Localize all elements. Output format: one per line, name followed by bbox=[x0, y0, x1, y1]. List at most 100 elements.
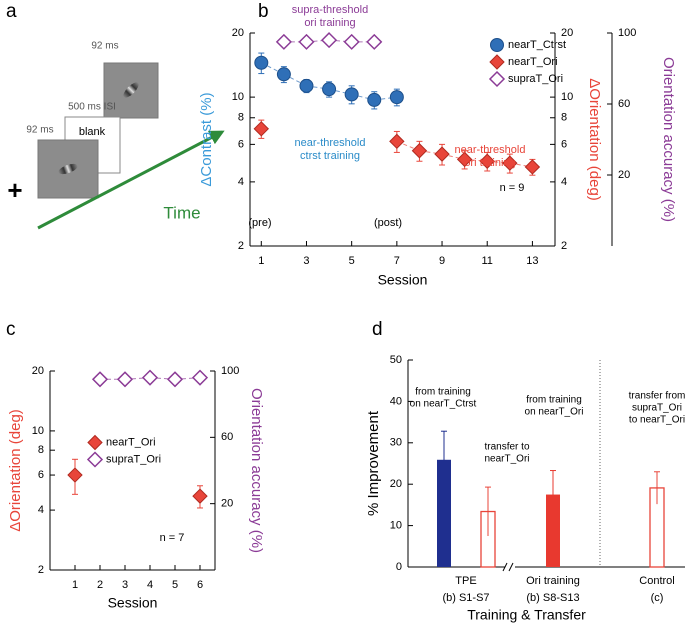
panel-label: d bbox=[372, 319, 383, 340]
data-point bbox=[389, 90, 404, 105]
y-tick-label: 6 bbox=[38, 469, 44, 481]
annotation: from training bbox=[415, 387, 471, 398]
annotation: to nearT_Ori bbox=[629, 415, 685, 426]
legend-label: nearT_Ori bbox=[508, 56, 558, 68]
gabor bbox=[58, 163, 78, 175]
y-tick-label: 50 bbox=[390, 354, 402, 366]
data-point bbox=[91, 371, 109, 388]
data-point bbox=[321, 32, 338, 49]
data-point bbox=[299, 78, 314, 93]
legend-marker bbox=[490, 38, 504, 52]
time-arrow bbox=[37, 130, 225, 230]
panel-label: b bbox=[258, 1, 269, 22]
gabor bbox=[123, 82, 139, 98]
x-tick-label: 6 bbox=[197, 579, 203, 591]
y-tick-label: 10 bbox=[32, 425, 44, 437]
panel-label: c bbox=[6, 319, 16, 340]
duration-label: 92 ms bbox=[91, 41, 118, 52]
data-point bbox=[524, 159, 541, 175]
x-tick-label: 5 bbox=[172, 579, 178, 591]
y-tick-label: 6 bbox=[238, 138, 244, 150]
y2-tick-label: 2 bbox=[561, 240, 567, 252]
annotation: nearT_Ori bbox=[484, 454, 529, 465]
data-point bbox=[141, 369, 159, 386]
data-point bbox=[276, 67, 291, 82]
isi-label: 500 ms ISI bbox=[68, 102, 116, 113]
y-tick-label: 10 bbox=[390, 520, 402, 532]
y-tick-label: 4 bbox=[38, 504, 44, 516]
data-point bbox=[502, 155, 518, 171]
legend-label: nearT_Ctrst bbox=[508, 39, 566, 51]
x-tick-label: 3 bbox=[303, 255, 309, 267]
y2-tick-label: 6 bbox=[561, 138, 567, 150]
data-point bbox=[366, 33, 383, 50]
data-point bbox=[456, 151, 473, 168]
legend-label: supraT_Ori bbox=[508, 73, 563, 85]
panel-a: a 92 ms 500 ms ISI blank 92 ms Time + bbox=[6, 1, 225, 230]
bar bbox=[546, 494, 560, 567]
y3-tick-label: 60 bbox=[618, 98, 630, 110]
annotation: (pre) bbox=[248, 217, 271, 229]
data-point bbox=[116, 371, 134, 388]
y3-tick-label: 60 bbox=[221, 431, 233, 443]
data-point bbox=[67, 467, 83, 483]
y-tick-label: 2 bbox=[238, 240, 244, 252]
x-tick-label: 11 bbox=[482, 255, 493, 267]
y2-tick-label: 4 bbox=[561, 176, 567, 188]
x-tick-label: 9 bbox=[439, 255, 445, 267]
fixation-cross: + bbox=[7, 175, 22, 205]
panel-label: a bbox=[6, 1, 17, 22]
legend-label: supraT_Ori bbox=[106, 453, 161, 465]
annotation: ori training bbox=[464, 157, 515, 169]
x-tick-label: 4 bbox=[147, 579, 153, 591]
data-point bbox=[389, 133, 405, 150]
bar bbox=[437, 459, 451, 567]
y2-tick-label: 20 bbox=[561, 27, 573, 39]
duration-label: 92 ms bbox=[26, 125, 53, 136]
x-tick-label: 1 bbox=[258, 255, 264, 267]
legend-marker bbox=[86, 451, 104, 468]
annotation: ctrst training bbox=[300, 150, 360, 162]
y-tick-label: 4 bbox=[238, 176, 244, 188]
legend-marker bbox=[488, 70, 506, 88]
annotation: transfer to bbox=[484, 442, 529, 453]
x-tick-label: 2 bbox=[97, 579, 103, 591]
group-label: Control bbox=[639, 575, 674, 587]
axis-label: ΔOrientation (deg) bbox=[7, 409, 24, 532]
x-tick-label: 7 bbox=[394, 255, 400, 267]
annotation: supraT_Ori bbox=[632, 403, 682, 414]
axis-label: % Improvement bbox=[365, 410, 382, 516]
axis-label: ΔContrast (%) bbox=[198, 92, 215, 186]
axis-label: ΔOrientation (deg) bbox=[586, 78, 603, 201]
axis-label: Session bbox=[108, 595, 158, 611]
axis-label: Session bbox=[378, 272, 428, 288]
y3-tick-label: 20 bbox=[618, 169, 630, 181]
y-tick-label: 40 bbox=[390, 395, 402, 407]
group-label: TPE bbox=[455, 575, 476, 587]
y-tick-label: 2 bbox=[38, 564, 44, 576]
axis-label: Orientation accuracy (%) bbox=[248, 388, 265, 553]
group-sublabel: (b) S1-S7 bbox=[442, 592, 489, 604]
x-tick-label: 5 bbox=[349, 255, 355, 267]
data-point bbox=[253, 121, 270, 137]
annotation: on nearT_Ctrst bbox=[410, 399, 477, 410]
annotation: near-threshold bbox=[455, 144, 526, 156]
y2-tick-label: 8 bbox=[561, 112, 567, 124]
data-point bbox=[322, 82, 337, 97]
x-tick-label: 13 bbox=[526, 255, 538, 267]
panel: c 1 2 3 4 5 6 2 4 6 8 10 20 20 60 100 nearT_Ori supraT_Or… bbox=[6, 319, 239, 591]
data-point bbox=[344, 87, 359, 102]
data-point bbox=[166, 371, 184, 388]
group-sublabel: (c) bbox=[651, 592, 664, 604]
group-sublabel: (b) S8-S13 bbox=[526, 592, 579, 604]
annotation: supra-threshold bbox=[292, 4, 368, 16]
axis-label: Orientation accuracy (%) bbox=[660, 57, 677, 222]
x-tick-label: 1 bbox=[72, 579, 78, 591]
data-point bbox=[191, 369, 209, 386]
legend-marker bbox=[87, 434, 103, 451]
axis-break bbox=[502, 562, 508, 572]
annotation: (post) bbox=[374, 217, 402, 229]
axis-break bbox=[508, 562, 514, 572]
data-point bbox=[275, 33, 292, 50]
y-tick-label: 20 bbox=[32, 365, 44, 377]
